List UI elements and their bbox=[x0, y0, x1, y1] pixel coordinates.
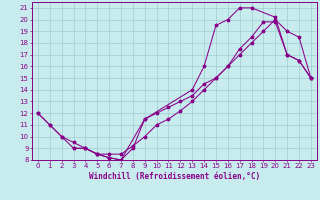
X-axis label: Windchill (Refroidissement éolien,°C): Windchill (Refroidissement éolien,°C) bbox=[89, 172, 260, 181]
